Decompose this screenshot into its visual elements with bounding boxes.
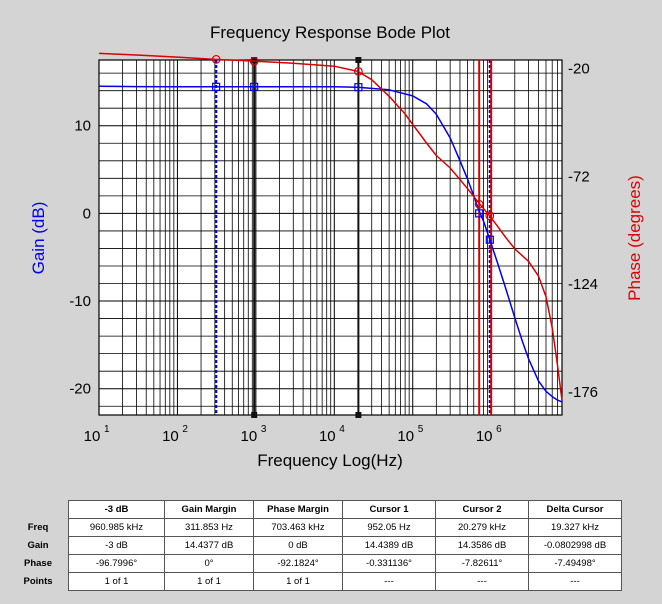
gain-point-marker [354, 83, 363, 92]
table-cell: --- [435, 572, 529, 591]
y-axis-label-right: Phase (degrees) [625, 175, 644, 301]
gain-point-marker [475, 209, 484, 218]
table-cell: 0° [164, 554, 254, 573]
table-cell: -0.331136° [342, 554, 436, 573]
column-header: Cursor 1 [342, 500, 436, 519]
x-tick-label: 10 [397, 428, 414, 445]
table-row: Phase -96.7996° 0° -92.1824° -0.331136° … [8, 554, 622, 573]
column-header: Phase Margin [253, 500, 343, 519]
cursor-handle-bottom [355, 412, 362, 418]
table-cell: 14.4389 dB [342, 536, 436, 555]
gain-curve [98, 85, 563, 403]
table-cell: 14.3586 dB [435, 536, 529, 555]
row-label: Phase [24, 558, 52, 569]
table-cell: 1 of 1 [253, 572, 343, 591]
table-corner [8, 501, 69, 519]
table-cell: --- [342, 572, 436, 591]
phase-point-marker [353, 67, 363, 76]
table-cell: -7.82611° [435, 554, 529, 573]
table-cell: -3 dB [68, 536, 165, 555]
phase-point-marker [211, 54, 221, 64]
x-tick-exponent: 6 [496, 424, 502, 435]
plot-border [98, 59, 563, 416]
table-cell: -0.0802998 dB [528, 536, 622, 555]
phase-point-marker [474, 199, 484, 209]
table-cell: 311.853 Hz [164, 518, 254, 537]
table-header-row: -3 dB Gain Margin Phase Margin Cursor 1 … [8, 500, 622, 519]
curves [98, 52, 563, 403]
table-cell: -7.49498° [528, 554, 622, 573]
table-row: Gain -3 dB 14.4377 dB 0 dB 14.4389 dB 14… [8, 536, 622, 555]
row-label: Freq [27, 522, 49, 533]
row-label: Points [23, 576, 53, 587]
x-tick-exponent: 3 [261, 424, 267, 435]
grid-lines [98, 59, 563, 416]
table-cell: -92.1824° [253, 554, 343, 573]
cursor-handle-top [355, 57, 362, 63]
x-tick-label: 10 [84, 428, 101, 445]
y-tick-label-right: -124 [568, 276, 598, 293]
table-row: Points 1 of 1 1 of 1 1 of 1 --- --- --- [8, 572, 622, 591]
x-axis-label: Frequency Log(Hz) [257, 451, 403, 470]
y-axis-label-left: Gain (dB) [29, 202, 48, 275]
point-markers [211, 54, 495, 244]
cursor-handle-bottom [251, 412, 258, 418]
column-header: Gain Margin [164, 500, 254, 519]
x-tick-label: 10 [319, 428, 336, 445]
table-row: Freq 960.985 kHz 311.853 Hz 703.463 kHz … [8, 518, 622, 537]
gain-point-marker [485, 235, 494, 244]
cursor-handle-top [251, 57, 258, 63]
table-cell: 703.463 kHz [253, 518, 343, 537]
x-tick-exponent: 4 [339, 424, 345, 435]
bode-chart: Frequency Response Bode Plot 10 0 -10 -20 -2… [29, 23, 644, 470]
y-tick-label-left: 10 [74, 118, 91, 135]
phase-point-marker [249, 56, 259, 66]
gain-point-marker [250, 82, 259, 91]
y-tick-label-left: 0 [83, 205, 91, 222]
table-cell: 1 of 1 [68, 572, 165, 591]
results-table: -3 dB Gain Margin Phase Margin Cursor 1 … [8, 500, 622, 591]
x-tick-exponent: 2 [182, 424, 188, 435]
x-tick-label: 10 [476, 428, 493, 445]
x-tick-exponent: 1 [104, 424, 110, 435]
table-cell: -96.7996° [68, 554, 165, 573]
phase-point-marker [485, 211, 495, 221]
x-tick-exponent: 5 [418, 424, 424, 435]
bode-plot-svg: Frequency Response Bode Plot 10 0 -10 -20 -2… [29, 23, 644, 470]
table-cell: 14.4377 dB [164, 536, 254, 555]
table-cell: 960.985 kHz [68, 518, 165, 537]
table-cell: --- [528, 572, 622, 591]
phase-curve [98, 52, 563, 401]
y-tick-label-right: -20 [568, 60, 590, 77]
table-cell: 952.05 Hz [342, 518, 436, 537]
y-tick-label-left: -20 [69, 381, 91, 398]
gain-point-marker [212, 82, 221, 91]
x-tick-label: 10 [241, 428, 258, 445]
y-tick-label-left: -10 [69, 293, 91, 310]
y-tick-label-right: -72 [568, 168, 590, 185]
x-tick-label: 10 [162, 428, 179, 445]
row-label: Gain [27, 540, 49, 551]
table-cell: 0 dB [253, 536, 343, 555]
table-cell: 20.279 kHz [435, 518, 529, 537]
table-cell: 1 of 1 [164, 572, 254, 591]
column-header: Cursor 2 [435, 500, 529, 519]
table-cell: 19.327 kHz [528, 518, 622, 537]
column-header: Delta Cursor [528, 500, 622, 519]
column-header: -3 dB [68, 500, 165, 519]
chart-title: Frequency Response Bode Plot [210, 23, 450, 42]
y-tick-label-right: -176 [568, 384, 598, 401]
